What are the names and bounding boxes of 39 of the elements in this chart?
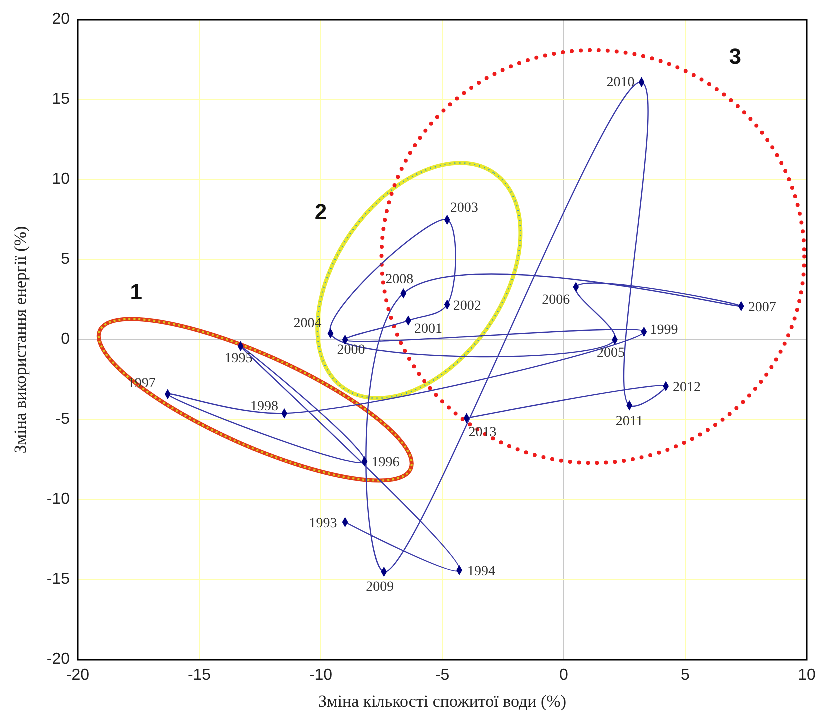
- x-tick-label: -5: [435, 667, 450, 684]
- annotation: 1994: [468, 564, 496, 580]
- y-tick-label: 5: [61, 251, 70, 268]
- annotation: 2013: [468, 425, 497, 440]
- annotation: 2002: [453, 298, 482, 314]
- annotation: 1998: [250, 400, 279, 415]
- annotation: 2010: [606, 75, 635, 90]
- annotation: 2006: [542, 293, 570, 308]
- annotation: 2012: [673, 380, 702, 396]
- y-tick-label: -20: [46, 651, 70, 668]
- annotation: 2005: [597, 346, 626, 361]
- annotation: 2001: [414, 322, 442, 337]
- annotation: 1995: [224, 351, 253, 366]
- annotation: 1: [130, 279, 142, 304]
- annotation: 1999: [650, 323, 678, 338]
- annotation: 1993: [309, 516, 338, 532]
- annotation: 2008: [386, 272, 414, 288]
- y-tick-label: 10: [52, 171, 70, 188]
- annotation: 2000: [337, 343, 366, 358]
- x-tick-label: -10: [309, 667, 333, 684]
- y-tick-label: 20: [52, 11, 70, 28]
- annotation: 2007: [748, 300, 776, 316]
- annotation: 2: [314, 199, 328, 224]
- annotation: 1996: [372, 456, 400, 471]
- y-tick-label: -15: [46, 571, 70, 588]
- y-axis-title: Зміна використання енергії (%): [11, 226, 30, 454]
- y-tick-label: 0: [61, 331, 70, 348]
- annotation: 2003: [450, 201, 478, 216]
- x-tick-label: 0: [560, 667, 569, 684]
- x-tick-label: 5: [681, 667, 690, 684]
- x-tick-label: 10: [798, 667, 816, 684]
- y-tick-label: 15: [52, 91, 70, 108]
- annotation: 3: [729, 44, 742, 70]
- y-tick-label: -5: [56, 411, 70, 428]
- x-axis-title: Зміна кількості спожитої води (%): [318, 692, 567, 711]
- annotation: 2011: [616, 414, 644, 430]
- annotation: 2009: [366, 580, 394, 595]
- x-tick-label: -15: [188, 667, 212, 684]
- y-tick-label: -10: [46, 491, 70, 508]
